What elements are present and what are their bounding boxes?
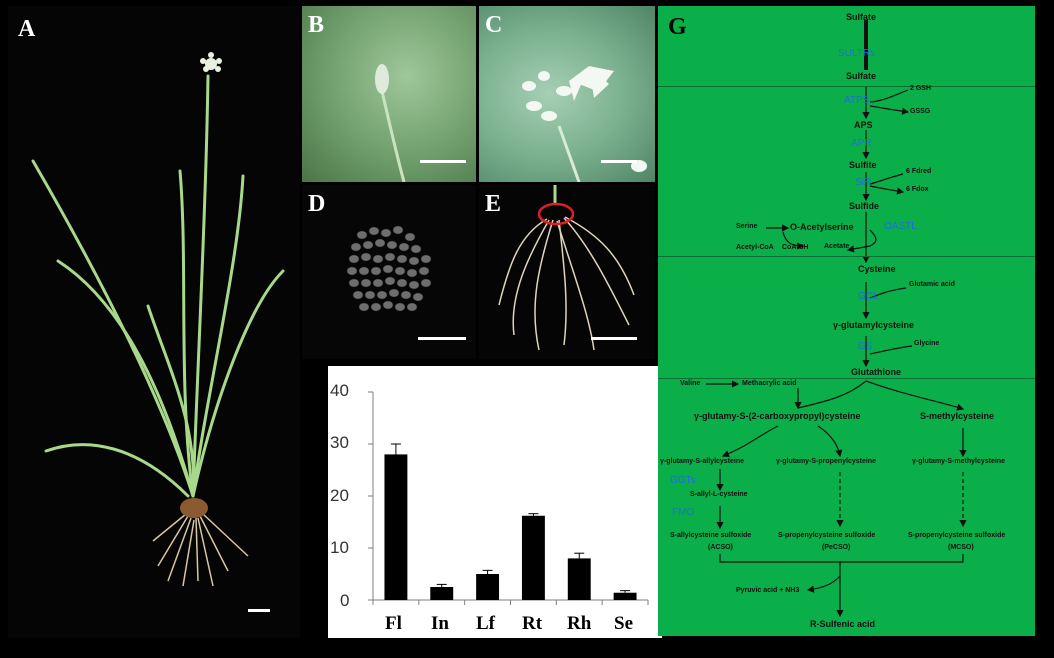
scale-bar-c [601,160,637,163]
scale-bar-e [591,337,637,340]
label-sulfate: Sulfate [846,71,877,81]
label-pecso: S-propenylcysteine sulfoxide [778,532,876,539]
scale-bar-d [418,337,466,340]
panel-e-roots-photo: E [479,185,655,359]
divider-line-1 [658,86,1035,87]
enzyme-apr: APR [851,138,872,149]
label-oacetylserine: O-Acetylserine [790,222,854,232]
label-acetylcoa: Acetyl-CoA [736,244,774,251]
x-tick-label-rh: Rh [567,613,592,634]
label-glycine: Glycine [914,340,940,347]
panel-d-seeds-photo: D [302,185,476,359]
divider-line-2 [658,256,1035,257]
label-sulfide: Sulfide [849,201,880,211]
label-gssg: GSSG [910,108,931,115]
label-coash: CoA-SH [782,244,809,251]
panel-label-a: A [18,16,36,42]
enzyme-oastl: OASTL [884,221,917,232]
x-tick-label-se: Se [614,613,633,634]
label-r-sulfenic-acid: R-Sulfenic acid [810,619,876,629]
label-glutamic-acid: Glutamic acid [909,281,955,288]
label-acso-abbr: (ACSO) [708,544,733,551]
roots-illustration [498,185,635,351]
label-g-methylcysteine: γ-glutamy-S-methylcysteine [912,458,1005,465]
label-sulfite: Sulfite [849,160,877,170]
enzyme-atps: ATPS [844,95,870,106]
x-tick-label-fl: Fl [385,613,402,634]
enzyme-fmo: FMO [672,507,695,518]
label-sulfate-top: Sulfate [846,12,877,22]
flower-bud-illustration [375,64,406,182]
label-valine: Valine [680,380,701,387]
seeds-illustration [346,225,432,312]
label-s-methylcysteine: S-methylcysteine [920,411,995,421]
bar-in [430,587,454,600]
panel-label-e: E [485,191,502,217]
x-tick-label-in: In [431,613,449,634]
label-serine: Serine [736,223,758,230]
label-fdred: 6 Fdred [906,168,932,175]
label-pyruvic-acid: Pyruvic acid + NH3 [736,587,800,594]
y-tick-label-10: 10 [330,538,349,557]
label-2gsh: 2 GSH [910,85,932,92]
label-g-propenylcysteine: γ-glutamy-S-propenylcysteine [776,458,876,465]
enzyme-sultrs: SULTRs [838,48,876,59]
label-g-allylcysteine: γ-glutamy-S-allylcysteine [660,458,745,465]
enzyme-gs: GS [858,341,873,352]
label-pecso-abbr: (PeCSO) [822,544,851,551]
label-mcso: S-propenylcysteine sulfoxide [908,532,1006,539]
label-mcso-abbr: (MCSO) [948,544,974,551]
label-g-carboxypropylcysteine: γ-glutamy-S-(2-carboxypropyl)cysteine [694,411,861,421]
bar-rt [521,515,545,600]
panel-b-bud-photo: B [302,6,476,182]
bar-chart [368,391,649,605]
panel-label-g: G [668,14,687,40]
panel-label-c: C [485,12,503,38]
label-acetate: Acetate [824,243,850,250]
label-glutathione: Glutathione [851,367,901,377]
panel-a-plant-photo: A [8,6,300,638]
bar-se [613,592,637,600]
enzyme-sir: SiR [855,177,872,188]
panel-label-b: B [308,12,325,38]
pathway-arrows [706,20,967,618]
bar-chart-panel: 40 30 20 10 0 Fl In Lf Rt Rh Se [328,366,662,638]
bar-lf [476,574,500,600]
y-tick-label-0: 0 [340,591,350,610]
plant-illustration [31,52,285,587]
scale-bar-b [420,160,466,163]
label-aps: APS [854,120,873,130]
y-tick-label-30: 30 [330,433,349,452]
panel-g-pathway-diagram: G [658,6,1035,636]
label-cysteine: Cysteine [858,264,896,274]
y-tick-label-20: 20 [330,486,349,505]
flower-illustration [522,66,647,182]
scale-bar-a [248,609,270,612]
label-fdox: 6 Fdox [906,186,929,193]
label-g-glutamylcysteine: γ-glutamylcysteine [833,320,915,330]
panel-c-flower-photo: C [479,6,655,182]
label-acso: S-allylcysteine sulfoxide [670,532,752,539]
x-tick-label-rt: Rt [522,613,543,634]
bar-rh [567,558,591,600]
label-s-allyl-l-cysteine: S-allyl-L-cysteine [690,491,748,498]
panel-label-d: D [308,191,326,217]
bar-fl [384,454,408,600]
divider-line-3 [658,378,1035,379]
label-methacrylic-acid: Methacrylic acid [742,380,797,387]
enzyme-gcl: GCL [858,291,879,302]
x-tick-label-lf: Lf [476,613,495,634]
enzyme-ggts: GGTs [670,475,696,486]
y-tick-label-40: 40 [330,381,349,400]
